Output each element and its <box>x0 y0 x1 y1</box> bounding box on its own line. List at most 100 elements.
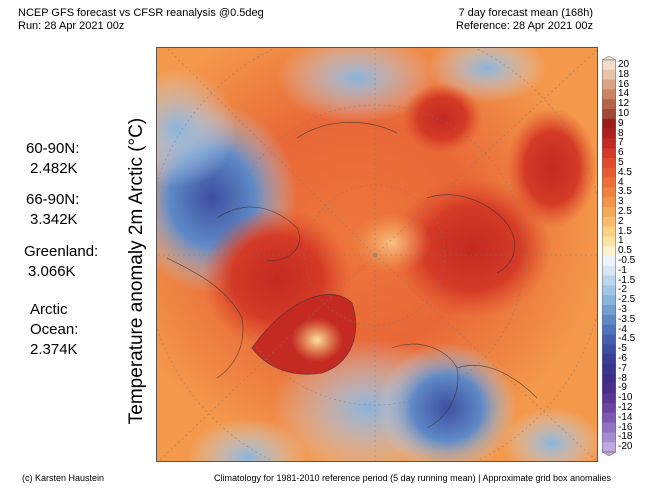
reference-date: Reference: 28 Apr 2021 00z <box>456 20 593 32</box>
colorbar-segment <box>602 79 616 90</box>
colorbar-segment <box>602 89 616 100</box>
colorbar-top-arrow <box>602 56 616 61</box>
colorbar-tick-label: -2.5 <box>618 294 636 306</box>
colorbar-tick-label: -9 <box>618 382 627 394</box>
colorbar-segment <box>602 109 616 120</box>
colorbar-tick-label: 20 <box>618 58 630 70</box>
colorbar-tick-label: 4.5 <box>618 166 632 178</box>
colorbar-segment <box>602 69 616 80</box>
colorbar-segment <box>602 138 616 149</box>
colorbar-segment <box>602 412 616 423</box>
colorbar-segment <box>602 148 616 159</box>
colorbar-tick-label: 16 <box>618 78 630 90</box>
stat-greenland: Greenland: 3.066K <box>24 242 98 282</box>
colorbar-tick-label: -20 <box>618 441 633 453</box>
colorbar-tick-label: -1 <box>618 264 627 276</box>
colorbar-tick-label: 14 <box>618 88 630 100</box>
colorbar-tick-label: 1.5 <box>618 225 632 237</box>
colorbar-tick-label: -3 <box>618 303 627 315</box>
colorbar-segment <box>602 432 616 443</box>
colorbar-tick-label: 2 <box>618 215 624 227</box>
colorbar-tick-label: 4 <box>618 176 624 188</box>
colorbar-segment <box>602 99 616 110</box>
stat-arctic-ocean: Arctic Ocean: 2.374K <box>30 300 78 360</box>
stat-region-line2: Ocean: <box>30 321 79 338</box>
colorbar-segment <box>602 275 616 286</box>
stat-value: 3.066K <box>28 263 76 280</box>
colorbar-tick-label: 1 <box>618 235 624 247</box>
stat-region-line1: Arctic <box>30 301 68 318</box>
colorbar-segment <box>602 187 616 198</box>
stat-value: 3.342K <box>30 211 78 228</box>
colorbar-tick-label: -14 <box>618 411 633 423</box>
colorbar-tick-label: 9 <box>618 117 624 129</box>
colorbar-tick-label: -12 <box>618 401 633 413</box>
stat-region: 66-90N: <box>26 191 80 208</box>
colorbar-tick-label: -1.5 <box>618 274 636 286</box>
colorbar-tick-label: -18 <box>618 431 633 443</box>
colorbar-segment <box>602 442 616 453</box>
colorbar-segment <box>602 216 616 227</box>
colorbar-segment <box>602 403 616 414</box>
colorbar-segment <box>602 422 616 433</box>
colorbar-segment <box>602 314 616 325</box>
colorbar-segment <box>602 354 616 365</box>
colorbar-segment <box>602 226 616 237</box>
colorbar-frame <box>602 59 616 453</box>
forecast-mean-label: 7 day forecast mean (168h) <box>458 7 593 19</box>
colorbar-tick-label: -5 <box>618 343 627 355</box>
colorbar-segment <box>602 373 616 384</box>
colorbar-tick-label: -0.5 <box>618 254 636 266</box>
colorbar-bottom-arrow <box>602 451 616 456</box>
colorbar-tick-label: 0.5 <box>618 245 632 257</box>
colorbar <box>602 56 616 456</box>
colorbar-segment <box>602 393 616 404</box>
colorbar-tick-label: 6 <box>618 147 624 159</box>
colorbar-tick-label: 18 <box>618 68 630 80</box>
colorbar-tick-label: -2 <box>618 284 627 296</box>
stat-66-90n: 66-90N: 3.342K <box>26 190 79 230</box>
colorbar-segment <box>602 265 616 276</box>
colorbar-tick-label: -3.5 <box>618 313 636 325</box>
colorbar-tick-label: 10 <box>618 107 630 119</box>
colorbar-tick-label: 3 <box>618 196 624 208</box>
colorbar-tick-label: 3.5 <box>618 186 632 198</box>
colorbar-segment <box>602 167 616 178</box>
header-right: 7 day forecast mean (168h) Reference: 28… <box>456 7 593 33</box>
credit: (c) Karsten Haustein <box>22 473 105 483</box>
colorbar-segment <box>602 324 616 335</box>
stat-value: 2.374K <box>30 341 78 358</box>
colorbar-segment <box>602 256 616 267</box>
run-date: Run: 28 Apr 2021 00z <box>18 20 125 32</box>
colorbar-tick-label: -10 <box>618 392 633 404</box>
colorbar-tick-label: -7 <box>618 362 627 374</box>
header-left: NCEP GFS forecast vs CFSR reanalysis @0.… <box>18 7 264 33</box>
chart-title: NCEP GFS forecast vs CFSR reanalysis @0.… <box>18 7 264 19</box>
colorbar-segment <box>602 285 616 296</box>
colorbar-segment <box>602 236 616 247</box>
colorbar-tick-label: 5 <box>618 156 624 168</box>
colorbar-segment <box>602 207 616 218</box>
stat-region: 60-90N: <box>26 140 80 157</box>
colorbar-segment <box>602 128 616 139</box>
y-axis-label: Temperature anomaly 2m Arctic (°C) <box>126 117 147 425</box>
colorbar-segment <box>602 363 616 374</box>
colorbar-tick-label: -4 <box>618 323 627 335</box>
stat-value: 2.482K <box>30 160 78 177</box>
footer-note: Climatology for 1981-2010 reference peri… <box>214 473 612 483</box>
anomaly-map <box>156 47 598 462</box>
colorbar-segment <box>602 305 616 316</box>
colorbar-segment <box>602 177 616 188</box>
colorbar-tick-label: 8 <box>618 127 624 139</box>
colorbar-segment <box>602 295 616 306</box>
colorbar-tick-label: -4.5 <box>618 333 636 345</box>
colorbar-segment <box>602 197 616 208</box>
colorbar-segment <box>602 60 616 71</box>
stat-region: Greenland: <box>24 243 99 260</box>
colorbar-segment <box>602 383 616 394</box>
colorbar-tick-label: 2.5 <box>618 205 632 217</box>
colorbar-tick-label: 7 <box>618 137 624 149</box>
colorbar-segment <box>602 246 616 257</box>
colorbar-tick-label: -16 <box>618 421 633 433</box>
colorbar-tick-label: -6 <box>618 352 627 364</box>
